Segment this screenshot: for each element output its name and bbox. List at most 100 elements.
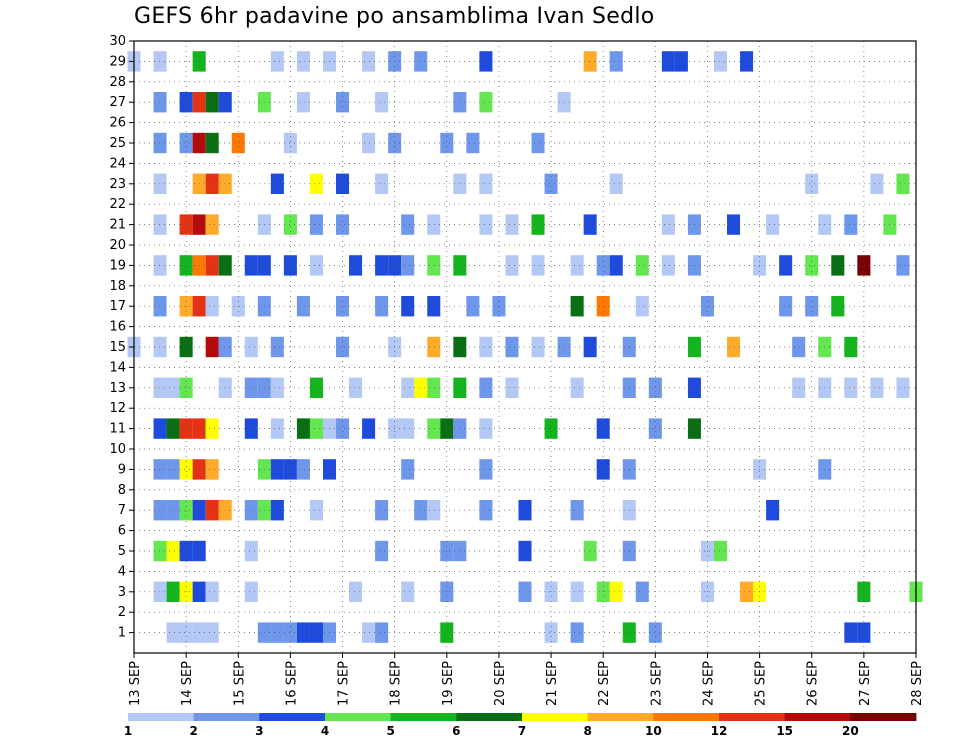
heatmap-cell bbox=[713, 51, 728, 72]
heatmap-cell bbox=[479, 92, 493, 113]
y-tick-label: 27 bbox=[109, 95, 126, 110]
legend-label: 3 bbox=[255, 724, 263, 738]
heatmap-cell bbox=[609, 255, 623, 276]
heatmap-cell bbox=[531, 255, 545, 276]
heatmap-cell bbox=[179, 132, 193, 154]
heatmap-cell bbox=[635, 255, 649, 276]
heatmap-cell bbox=[153, 255, 167, 276]
x-tick-label: 26 SEP bbox=[806, 661, 821, 706]
y-tick-label: 19 bbox=[109, 258, 126, 273]
heatmap-cell bbox=[505, 214, 519, 235]
heatmap-cell bbox=[648, 418, 662, 439]
heatmap-cell bbox=[531, 336, 545, 358]
heatmap-cell bbox=[805, 173, 819, 194]
heatmap-cell bbox=[844, 622, 858, 643]
heatmap-cell bbox=[896, 377, 910, 398]
heatmap-cell bbox=[153, 377, 167, 398]
heatmap-cell bbox=[244, 581, 258, 602]
heatmap-cell bbox=[296, 459, 310, 480]
heatmap-cell bbox=[505, 255, 519, 276]
heatmap-cell bbox=[283, 214, 297, 235]
heatmap-cell bbox=[844, 336, 858, 358]
heatmap-cell bbox=[609, 173, 623, 194]
heatmap-cell bbox=[205, 500, 219, 521]
legend-swatch bbox=[325, 713, 392, 721]
heatmap-cell bbox=[375, 500, 389, 521]
legend-label: 7 bbox=[518, 724, 526, 738]
heatmap-cell bbox=[635, 296, 649, 317]
y-tick-label: 20 bbox=[109, 238, 126, 253]
chart-title: GEFS 6hr padavine po ansamblima Ivan Sed… bbox=[134, 4, 655, 29]
heatmap-cell bbox=[570, 581, 584, 602]
heatmap-cell bbox=[440, 132, 454, 154]
heatmap-cell bbox=[218, 500, 232, 521]
heatmap-cell bbox=[479, 500, 493, 521]
y-tick-label: 17 bbox=[109, 299, 126, 314]
heatmap-cell bbox=[375, 255, 389, 276]
heatmap-cell bbox=[375, 92, 389, 113]
x-tick-label: 13 SEP bbox=[128, 661, 143, 706]
heatmap-cell bbox=[153, 51, 167, 72]
y-tick-label: 5 bbox=[118, 544, 126, 559]
heatmap-cell bbox=[153, 173, 167, 194]
y-tick-label: 26 bbox=[109, 116, 126, 131]
heatmap-cell bbox=[727, 214, 741, 235]
heatmap-cell bbox=[283, 622, 297, 643]
y-tick-label: 29 bbox=[109, 54, 126, 69]
heatmap-cell bbox=[570, 377, 584, 398]
x-tick-label: 15 SEP bbox=[232, 661, 247, 706]
heatmap-cell bbox=[270, 459, 284, 480]
heatmap-cell bbox=[205, 622, 219, 643]
heatmap-cell bbox=[336, 173, 350, 194]
heatmap-cell bbox=[870, 377, 884, 398]
heatmap-cell bbox=[244, 500, 258, 521]
heatmap-cell bbox=[244, 540, 258, 562]
heatmap-cell bbox=[661, 255, 675, 276]
heatmap-cell bbox=[218, 377, 232, 398]
y-tick-label: 24 bbox=[109, 156, 126, 171]
heatmap-cell bbox=[362, 622, 376, 643]
heatmap-cell bbox=[570, 500, 584, 521]
heatmap-cell bbox=[153, 459, 167, 480]
heatmap-cell bbox=[570, 622, 584, 643]
heatmap-cell bbox=[427, 214, 441, 235]
heatmap-cell bbox=[779, 255, 793, 276]
y-tick-label: 3 bbox=[118, 585, 126, 600]
legend-swatch bbox=[259, 713, 326, 721]
legend-swatch bbox=[522, 713, 589, 721]
heatmap-cell bbox=[479, 173, 493, 194]
heatmap-cell bbox=[205, 255, 219, 276]
heatmap-cell bbox=[844, 214, 858, 235]
heatmap-cell bbox=[270, 173, 284, 194]
heatmap-cell bbox=[844, 377, 858, 398]
y-tick-label: 28 bbox=[109, 75, 126, 90]
heatmap-cell bbox=[674, 51, 688, 72]
heatmap-cell bbox=[153, 540, 167, 562]
heatmap-cell bbox=[505, 336, 519, 358]
heatmap-cell bbox=[375, 173, 389, 194]
heatmap-cell bbox=[401, 296, 415, 317]
heatmap-cell bbox=[166, 418, 180, 439]
heatmap-cell bbox=[870, 173, 884, 194]
heatmap-cell bbox=[270, 51, 284, 72]
heatmap-cell bbox=[309, 255, 323, 276]
heatmap-cell bbox=[349, 377, 363, 398]
heatmap-cell bbox=[648, 622, 662, 643]
y-tick-label: 21 bbox=[109, 218, 126, 233]
heatmap-cell bbox=[218, 255, 232, 276]
heatmap-cell bbox=[896, 173, 910, 194]
y-tick-label: 12 bbox=[109, 401, 126, 416]
legend-swatch bbox=[128, 713, 195, 721]
heatmap-cell bbox=[205, 214, 219, 235]
heatmap-cell bbox=[153, 92, 167, 113]
heatmap-cell bbox=[244, 255, 258, 276]
x-tick-label: 14 SEP bbox=[180, 661, 195, 706]
heatmap-cell bbox=[166, 581, 180, 602]
legend-swatch bbox=[587, 713, 654, 721]
heatmap-cell bbox=[414, 51, 428, 72]
heatmap-cell bbox=[375, 540, 389, 562]
heatmap-cell bbox=[336, 92, 350, 113]
heatmap-cell bbox=[805, 255, 819, 276]
heatmap-cell bbox=[283, 132, 297, 154]
